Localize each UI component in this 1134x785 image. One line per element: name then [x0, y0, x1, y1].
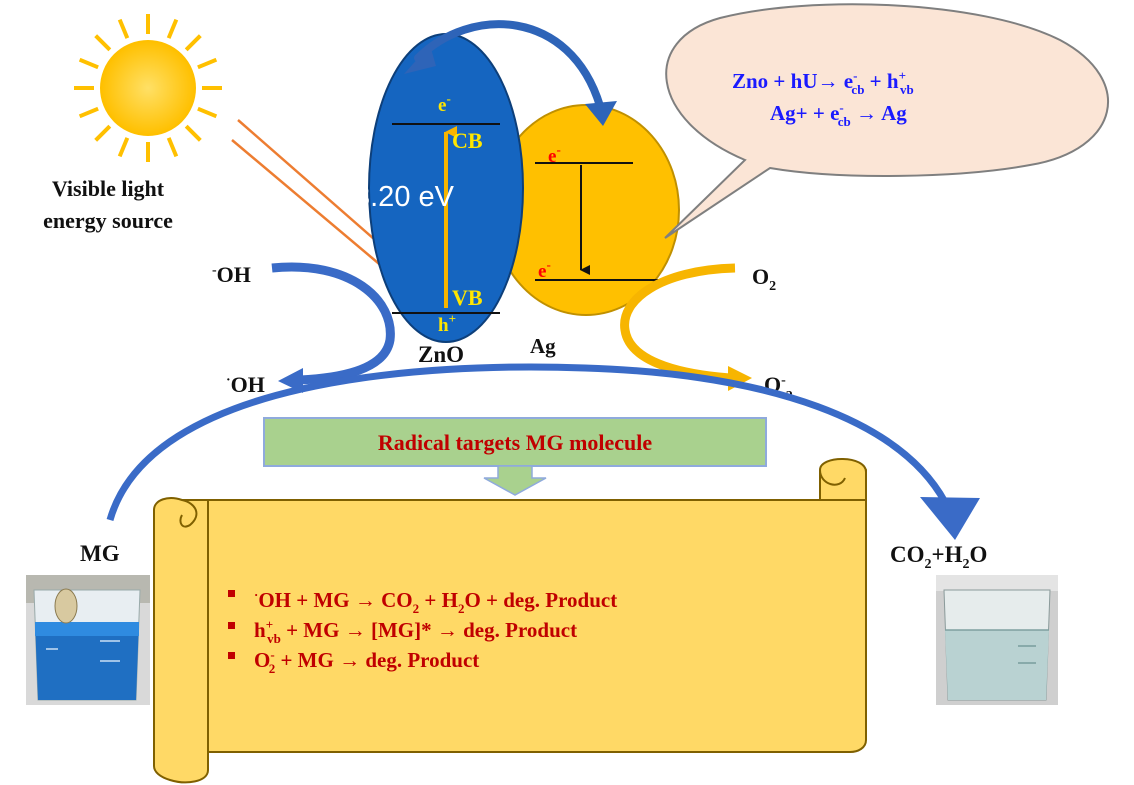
degradation-reaction-2: h+ vb + MG → [MG]* → deg. Product: [254, 617, 577, 646]
bullet-icon: [228, 652, 235, 659]
bullet-icon: [228, 622, 235, 629]
oxygen-label: O2: [752, 264, 776, 294]
bubble-reaction-1: Zno + hU→ e-cb + h+ vb: [732, 68, 914, 97]
reaction-bubble: [664, 3, 1110, 239]
band-gap-label: 3.20 eV: [354, 181, 455, 213]
beaker-blue-icon: [26, 575, 150, 705]
radical-target-label: Radical targets MG molecule: [378, 430, 653, 455]
cb-to-ag-transfer-arrow: [404, 20, 617, 126]
bullet-icon: [228, 590, 235, 597]
sun-ray: [78, 106, 99, 119]
light-source-label-line1: Visible light: [52, 176, 165, 201]
sun-ray: [184, 34, 202, 52]
cb-label: CB: [452, 128, 483, 153]
sun-ray: [94, 124, 112, 142]
zno-electron: e-: [438, 91, 451, 116]
degradation-reaction-1: ·OH + MG → CO2 + H2O + deg. Product: [254, 587, 617, 616]
bubble-reaction-2: Ag+ + e-cb → Ag: [770, 100, 907, 129]
beaker-clear-icon: [936, 575, 1058, 705]
sun-ray: [184, 124, 202, 142]
sun-ray: [117, 137, 130, 158]
products-label: CO2+H2O: [890, 542, 987, 572]
zno-hole: h+: [438, 311, 456, 336]
degradation-scroll: [153, 458, 867, 784]
sun-ray: [166, 18, 179, 39]
radical-target-box: [263, 417, 767, 467]
sun-ray: [197, 57, 218, 70]
zno-label: ZnO: [418, 342, 464, 367]
sun-ray: [117, 18, 130, 39]
sun-ray: [78, 57, 99, 70]
hydroxyl-radical-label: ·OH: [226, 372, 265, 397]
degradation-process-arrow: [106, 363, 980, 540]
ag-label: Ag: [530, 334, 556, 358]
sun-ray: [166, 137, 179, 158]
sun-ray: [94, 34, 112, 52]
down-arrow-icon: [483, 465, 547, 496]
hydroxide-label: -OH: [212, 262, 251, 287]
mg-label: MG: [80, 541, 120, 566]
degradation-reaction-3: O-2 + MG → deg. Product: [254, 647, 479, 676]
sun-icon: [74, 14, 222, 162]
degradation-reactions-list: ·OH + MG → CO2 + H2O + deg. Product h+ vb…: [228, 587, 617, 676]
ag-electron-bottom: e-: [538, 257, 551, 282]
ag-electron-top: e-: [548, 142, 561, 167]
light-source-label-line2: energy source: [43, 208, 173, 233]
vb-label: VB: [452, 285, 483, 310]
sun-ray: [197, 106, 218, 119]
